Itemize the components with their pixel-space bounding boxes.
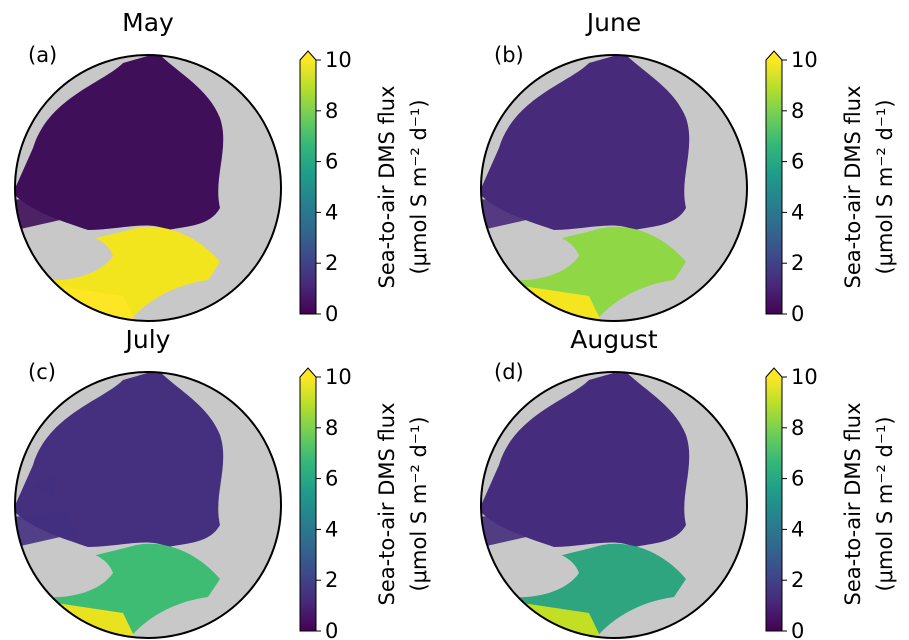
- panel-label: (a): [28, 43, 57, 67]
- map-boundary: [480, 371, 748, 639]
- colorbar-tick-label: 10: [325, 48, 352, 72]
- archipelago-water: [481, 475, 544, 547]
- colorbar-frame: [765, 50, 783, 315]
- colorbar-tick-label: 4: [325, 517, 338, 541]
- colorbar-tick-label: 0: [791, 619, 804, 640]
- colorbar-tick-label: 6: [325, 467, 338, 491]
- colorbar-label: Sea-to-air DMS flux: [841, 85, 865, 288]
- colorbar: [766, 60, 782, 314]
- colorbar: [300, 60, 316, 314]
- archipelago-water: [481, 158, 544, 230]
- colorbar: [766, 377, 782, 631]
- ocean: [15, 372, 224, 547]
- colorbar-tick-label: 8: [791, 99, 804, 123]
- ocean: [15, 55, 224, 230]
- colorbar-extension: [300, 51, 316, 60]
- colorbar-frame: [765, 367, 783, 632]
- colorbar-extension: [766, 368, 782, 377]
- colorbar-tick-label: 6: [791, 150, 804, 174]
- panel-label: (d): [494, 360, 524, 384]
- map-boundary: [14, 371, 282, 639]
- colorbar-unit: (μmol S m⁻² d⁻¹): [873, 99, 897, 274]
- colorbar-extension: [300, 368, 316, 377]
- colorbar-tick-label: 2: [791, 251, 804, 275]
- colorbar: [300, 377, 316, 631]
- colorbar-unit: (μmol S m⁻² d⁻¹): [873, 416, 897, 591]
- colorbar-tick-label: 2: [325, 568, 338, 592]
- map: [481, 55, 747, 321]
- archipelago-water: [15, 158, 78, 230]
- colorbar-frame: [299, 367, 317, 632]
- colorbar-frame: [299, 50, 317, 315]
- panel-label: (b): [494, 43, 524, 67]
- colorbar-tick-label: 10: [325, 365, 352, 389]
- colorbar-tick-label: 10: [791, 365, 818, 389]
- map: [15, 55, 281, 321]
- colorbar-tick-label: 2: [325, 251, 338, 275]
- colorbar-label: Sea-to-air DMS flux: [841, 402, 865, 605]
- colorbar-tick-label: 6: [325, 150, 338, 174]
- colorbar-tick-label: 4: [791, 200, 804, 224]
- panel-title: June: [585, 8, 641, 37]
- colorbar-tick-label: 8: [791, 416, 804, 440]
- panel-title: May: [122, 8, 174, 37]
- colorbar-tick-label: 4: [325, 200, 338, 224]
- colorbar-unit: (μmol S m⁻² d⁻¹): [407, 99, 431, 274]
- colorbar-label: Sea-to-air DMS flux: [375, 85, 399, 288]
- map-boundary: [14, 54, 282, 322]
- colorbar-tick-label: 0: [791, 302, 804, 326]
- panel-title: August: [570, 325, 658, 354]
- colorbar-tick-label: 0: [325, 302, 338, 326]
- archipelago-water: [15, 475, 78, 547]
- map-boundary: [480, 54, 748, 322]
- colorbar-label: Sea-to-air DMS flux: [375, 402, 399, 605]
- colorbar-unit: (μmol S m⁻² d⁻¹): [407, 416, 431, 591]
- colorbar-extension: [766, 51, 782, 60]
- ocean: [481, 55, 690, 230]
- panel-label: (c): [28, 360, 56, 384]
- colorbar-tick-label: 0: [325, 619, 338, 640]
- ocean: [481, 372, 690, 547]
- map: [15, 372, 281, 638]
- colorbar-tick-label: 10: [791, 48, 818, 72]
- map: [481, 372, 747, 638]
- colorbar-tick-label: 6: [791, 467, 804, 491]
- colorbar-tick-label: 8: [325, 416, 338, 440]
- panel-title: July: [124, 325, 171, 354]
- colorbar-tick-label: 8: [325, 99, 338, 123]
- colorbar-tick-label: 2: [791, 568, 804, 592]
- colorbar-tick-label: 4: [791, 517, 804, 541]
